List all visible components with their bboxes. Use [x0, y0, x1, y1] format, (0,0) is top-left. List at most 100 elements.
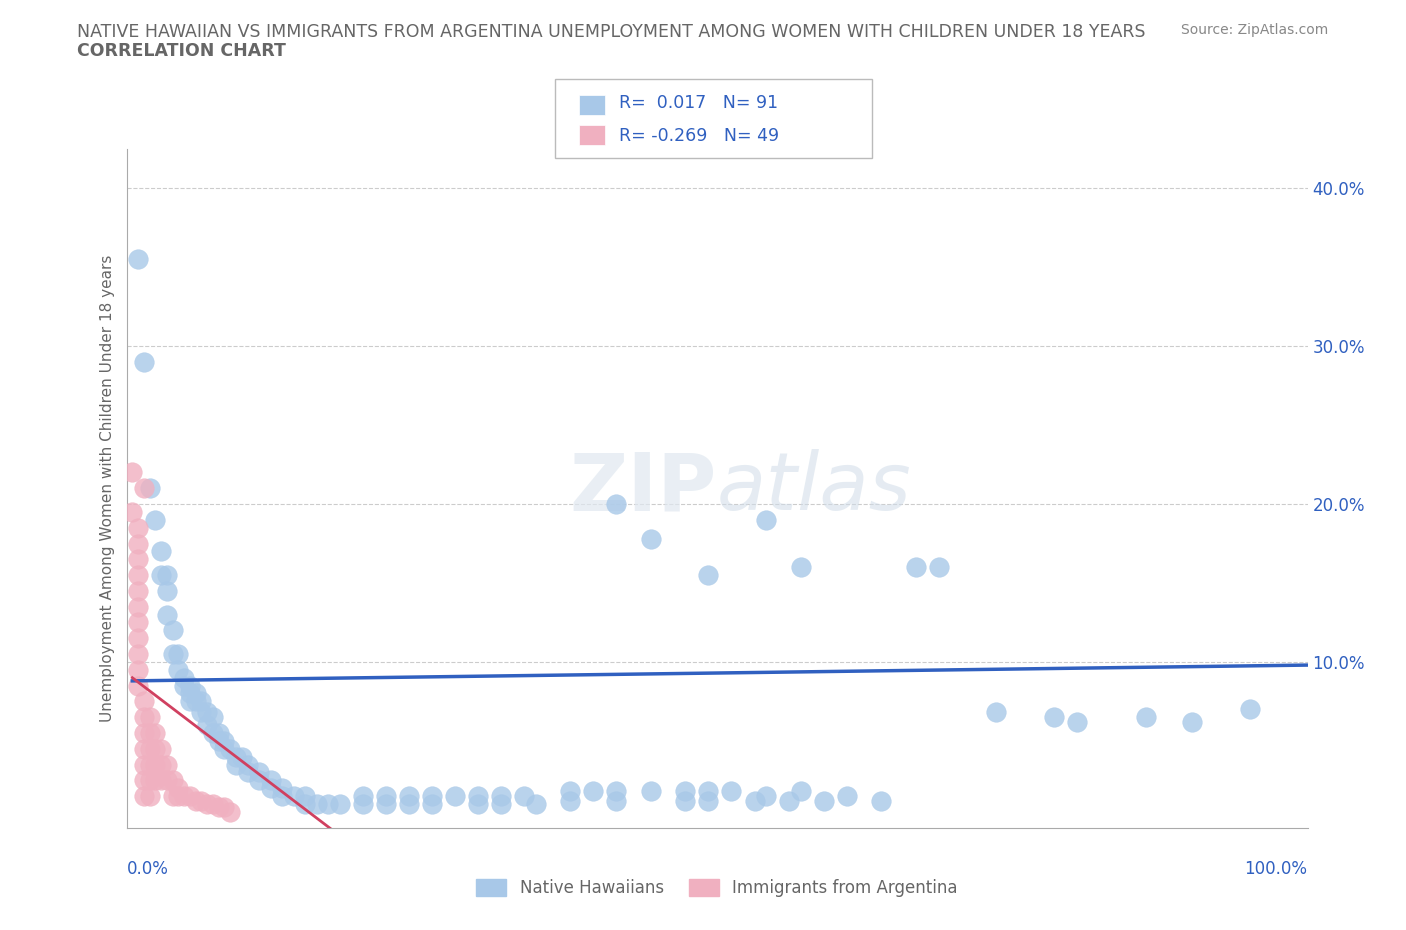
Text: R=  0.017   N= 91: R= 0.017 N= 91: [619, 94, 778, 113]
Point: [489, 797, 512, 812]
Point: [467, 789, 489, 804]
Point: [374, 797, 396, 812]
Point: [162, 623, 184, 638]
Point: [219, 804, 242, 819]
Point: [162, 773, 184, 788]
Point: [259, 773, 281, 788]
Point: [697, 784, 720, 799]
Point: [127, 678, 149, 693]
Point: [444, 789, 467, 804]
Point: [420, 789, 443, 804]
Point: [352, 789, 374, 804]
Point: [138, 789, 160, 804]
Point: [294, 789, 316, 804]
Point: [127, 567, 149, 582]
Point: [184, 686, 207, 701]
Point: [127, 599, 149, 614]
Point: [305, 797, 328, 812]
Point: [374, 789, 396, 804]
Point: [605, 784, 627, 799]
Text: R= -0.269   N= 49: R= -0.269 N= 49: [619, 127, 779, 145]
Point: [208, 800, 231, 815]
Point: [138, 773, 160, 788]
Point: [132, 773, 155, 788]
Point: [132, 481, 155, 496]
Point: [132, 757, 155, 772]
Point: [225, 757, 247, 772]
Point: [132, 789, 155, 804]
Point: [179, 789, 201, 804]
Point: [398, 789, 420, 804]
Point: [143, 773, 166, 788]
Point: [184, 793, 207, 808]
Point: [231, 750, 253, 764]
Point: [870, 793, 893, 808]
Text: NATIVE HAWAIIAN VS IMMIGRANTS FROM ARGENTINA UNEMPLOYMENT AMONG WOMEN WITH CHILD: NATIVE HAWAIIAN VS IMMIGRANTS FROM ARGEN…: [77, 23, 1146, 41]
Point: [156, 757, 179, 772]
Point: [271, 789, 294, 804]
Point: [195, 718, 218, 733]
Point: [184, 694, 207, 709]
Text: atlas: atlas: [717, 449, 912, 527]
Y-axis label: Unemployment Among Women with Children Under 18 years: Unemployment Among Women with Children U…: [100, 255, 115, 722]
Point: [640, 531, 662, 546]
Point: [167, 789, 190, 804]
Point: [560, 784, 582, 799]
Point: [150, 773, 173, 788]
Point: [720, 784, 742, 799]
Point: [789, 784, 811, 799]
Point: [560, 793, 582, 808]
Text: ZIP: ZIP: [569, 449, 717, 527]
Point: [143, 741, 166, 756]
Point: [986, 705, 1008, 720]
Point: [150, 567, 173, 582]
Point: [259, 781, 281, 796]
Point: [605, 793, 627, 808]
Point: [236, 757, 259, 772]
Point: [127, 662, 149, 677]
Point: [524, 797, 547, 812]
Point: [127, 252, 149, 267]
Point: [697, 567, 720, 582]
Point: [236, 765, 259, 780]
Point: [201, 797, 224, 812]
Point: [127, 615, 149, 630]
Point: [127, 631, 149, 645]
Point: [283, 789, 305, 804]
Point: [813, 793, 835, 808]
Point: [513, 789, 536, 804]
Point: [219, 741, 242, 756]
Point: [162, 789, 184, 804]
Point: [225, 750, 247, 764]
Point: [138, 741, 160, 756]
Point: [179, 686, 201, 701]
Point: [352, 797, 374, 812]
Point: [744, 793, 766, 808]
Point: [132, 694, 155, 709]
Point: [173, 789, 195, 804]
Point: [904, 560, 927, 575]
Point: [138, 725, 160, 740]
Text: 100.0%: 100.0%: [1244, 860, 1308, 878]
Point: [132, 725, 155, 740]
Point: [138, 710, 160, 724]
Point: [150, 757, 173, 772]
Point: [179, 678, 201, 693]
Point: [1239, 702, 1261, 717]
Point: [420, 797, 443, 812]
Point: [1135, 710, 1157, 724]
Point: [467, 797, 489, 812]
Text: 0.0%: 0.0%: [127, 860, 169, 878]
Point: [214, 741, 236, 756]
Point: [673, 793, 696, 808]
Legend: Native Hawaiians, Immigrants from Argentina: Native Hawaiians, Immigrants from Argent…: [477, 879, 957, 897]
Point: [150, 741, 173, 756]
Point: [143, 725, 166, 740]
Point: [640, 784, 662, 799]
Point: [835, 789, 858, 804]
Point: [138, 757, 160, 772]
Point: [755, 789, 778, 804]
Point: [127, 520, 149, 535]
Point: [138, 481, 160, 496]
Point: [778, 793, 800, 808]
